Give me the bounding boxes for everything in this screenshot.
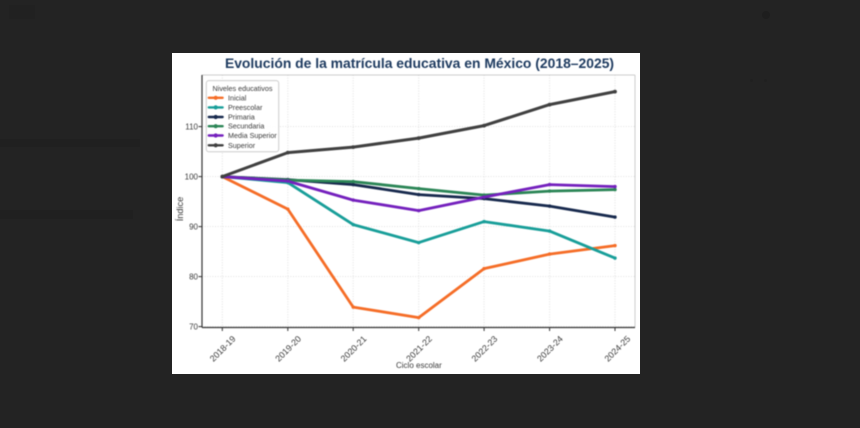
svg-text:110: 110	[185, 122, 198, 131]
svg-text:2019-20: 2019-20	[273, 334, 303, 364]
svg-text:2018-19: 2018-19	[208, 334, 238, 364]
svg-text:Superior: Superior	[228, 141, 256, 150]
svg-text:2020-21: 2020-21	[339, 334, 369, 364]
svg-text:2024-25: 2024-25	[602, 334, 632, 364]
svg-text:2022-23: 2022-23	[470, 334, 500, 364]
svg-text:Ciclo escolar: Ciclo escolar	[396, 361, 442, 370]
svg-text:90: 90	[189, 222, 198, 231]
svg-text:Inicial: Inicial	[228, 93, 247, 102]
svg-text:Preescolar: Preescolar	[228, 103, 263, 112]
svg-text:2023-24: 2023-24	[535, 334, 565, 364]
svg-text:70: 70	[189, 322, 198, 331]
svg-text:Media Superior: Media Superior	[228, 131, 277, 140]
svg-text:80: 80	[189, 272, 198, 281]
svg-text:Evolución de la matrícula educ: Evolución de la matrícula educativa en M…	[225, 55, 614, 71]
svg-text:Primaria: Primaria	[228, 113, 255, 122]
svg-text:100: 100	[185, 172, 199, 181]
svg-text:Índice: Índice	[175, 197, 185, 222]
svg-text:Niveles educativos: Niveles educativos	[213, 84, 273, 93]
svg-text:2021-22: 2021-22	[404, 334, 434, 364]
svg-text:Secundaria: Secundaria	[228, 122, 264, 131]
